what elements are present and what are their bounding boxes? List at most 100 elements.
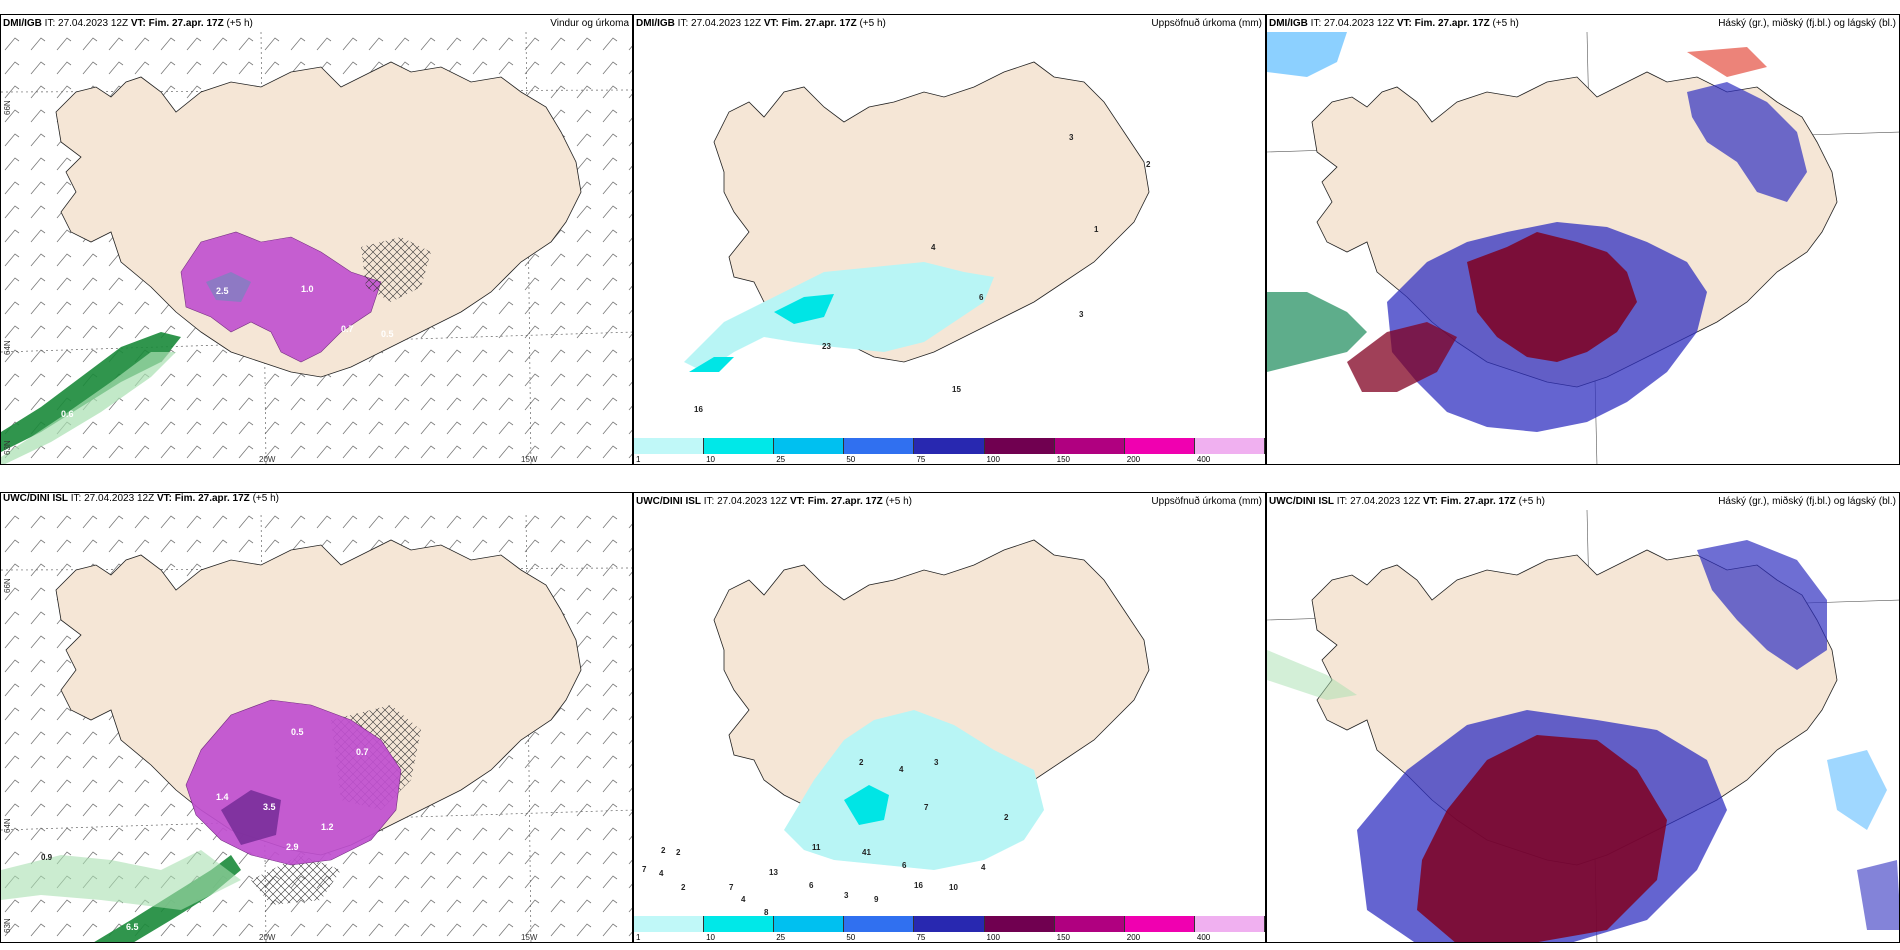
precip-value: 16 [694, 405, 703, 414]
colorbar-tick-label: 400 [1196, 455, 1211, 464]
precip-value: 4 [981, 863, 986, 872]
colorbar-tick-label: 200 [1126, 455, 1141, 464]
value-label: 0.7 [341, 324, 354, 334]
colorbar-segment [984, 916, 1055, 932]
panel-header: DMI/IGB IT: 27.04.2023 12Z VT: Fim. 27.a… [634, 15, 1265, 32]
colorbar-segment [1194, 438, 1265, 454]
precip-green-band [1, 332, 181, 452]
colorbar-segment [634, 438, 705, 454]
panel-title: Uppsöfnuð úrkoma (mm) [1151, 496, 1262, 507]
valid-time: VT: Fim. 27.apr. 17Z [130, 18, 224, 29]
lon-label: 20W [259, 455, 276, 464]
value-label: 6.5 [126, 922, 139, 932]
precip-value: 6 [979, 293, 984, 302]
value-label: 1.2 [321, 822, 334, 832]
colorbar-segment [984, 438, 1055, 454]
value-label: 3.5 [263, 802, 276, 812]
accum-precip-map: 3 2 1 4 6 3 23 15 16 [684, 61, 1151, 414]
precip-value: 16 [914, 881, 923, 890]
value-label: 2.9 [286, 842, 299, 852]
colorbar-segment [774, 438, 845, 454]
colorbar-tick-label: 50 [846, 933, 856, 942]
colorbar-segment [914, 438, 985, 454]
colorbar-tick-label: 25 [776, 455, 786, 464]
low-cloud-area [1267, 292, 1367, 372]
valid-time: VT: Fim. 27.apr. 17Z [763, 18, 857, 29]
precip-mid-area [844, 785, 889, 825]
precip-value: 2 [859, 758, 864, 767]
init-time: IT: 27.04.2023 12Z [1336, 496, 1421, 507]
precip-value: 3 [934, 758, 939, 767]
high-cloud-north [1687, 82, 1807, 202]
lat-label: 63N [3, 918, 12, 933]
panel-bottom-right-clouds: UWC/DINI ISL IT: 27.04.2023 12Z VT: Fim.… [1266, 492, 1900, 943]
colorbar-segment [1054, 438, 1125, 454]
colorbar-tick-label: 10 [706, 455, 716, 464]
colorbar-tick-label: 100 [986, 933, 1000, 942]
precip-value: 41 [862, 848, 871, 857]
colorbar-segment [634, 916, 705, 932]
lead-time: (+5 h) [1518, 496, 1545, 507]
precip-value: 7 [642, 865, 647, 874]
precip-purple-core [206, 272, 251, 302]
precip-light-area [684, 262, 994, 372]
colorbar-tick-label: 200 [1126, 933, 1141, 942]
lead-time: (+5 h) [885, 496, 912, 507]
colorbar-segment [1194, 916, 1265, 932]
hatched-area [361, 237, 431, 302]
precip-mid-area [774, 294, 834, 324]
panel-title: Uppsöfnuð úrkoma (mm) [1151, 18, 1262, 29]
lon-label: 20W [259, 933, 276, 942]
precip-value: 2 [1004, 813, 1009, 822]
init-time: IT: 27.04.2023 12Z [677, 18, 762, 29]
precip-value: 7 [729, 883, 734, 892]
colorbar-tick-label: 50 [846, 455, 856, 464]
cloud-cover-map [1267, 32, 1899, 464]
colorbar-tick-label: 400 [1196, 933, 1211, 942]
precip-value: 4 [899, 765, 904, 774]
panel-header: DMI/IGB IT: 27.04.2023 12Z VT: Fim. 27.a… [1, 15, 632, 32]
value-label: 1.0 [301, 284, 314, 294]
precip-value: 15 [952, 385, 961, 394]
valid-time: VT: Fim. 27.apr. 17Z [1422, 496, 1516, 507]
precip-value: 2 [676, 848, 681, 857]
panel-header: UWC/DINI ISL IT: 27.04.2023 12Z VT: Fim.… [634, 493, 1265, 510]
init-time: IT: 27.04.2023 12Z [703, 496, 788, 507]
mid-cloud-area [1417, 735, 1667, 942]
value-label: 0.6 [61, 409, 74, 419]
colorbar-tick-label: 150 [1056, 455, 1071, 464]
colorbar-segment [1124, 438, 1195, 454]
cloud-cover-map [1267, 510, 1899, 942]
colorbar-segment [914, 916, 985, 932]
lon-label: 15W [521, 455, 538, 464]
colorbar-tick-label: 1 [636, 933, 641, 942]
panel-bottom-left-wind-precip: UWC/DINI ISL IT: 27.04.2023 12Z VT: Fim.… [0, 492, 633, 943]
colorbar-tick-label: 75 [916, 455, 926, 464]
precip-value: 4 [659, 869, 664, 878]
lat-label: 64N [3, 340, 12, 355]
value-label: 0.7 [356, 747, 369, 757]
precip-value: 4 [931, 243, 936, 252]
model-name: UWC/DINI ISL [636, 496, 701, 507]
iceland-land [55, 539, 582, 856]
colorbar-tick-label: 75 [916, 933, 926, 942]
precip-value: 4 [741, 895, 746, 904]
colorbar-tick-label: 100 [986, 455, 1000, 464]
precip-value: 10 [949, 883, 958, 892]
hatched-area [251, 855, 341, 905]
value-label: 0.5 [381, 329, 394, 339]
high-cloud-north [1697, 540, 1827, 670]
value-label: 1.4 [216, 792, 229, 802]
precip-colorbar: 1 10 25 50 75 100 150 200 400 [634, 438, 1265, 464]
precip-value: 2 [661, 846, 666, 855]
value-label: 0.5 [291, 727, 304, 737]
accum-precip-map: 2 4 3 7 2 11 41 6 16 10 13 7 4 6 3 9 2 8… [642, 539, 1150, 917]
panel-header: UWC/DINI ISL IT: 27.04.2023 12Z VT: Fim.… [1, 493, 632, 515]
lat-label: 64N [3, 818, 12, 833]
precip-purple-area [180, 231, 382, 363]
colorbar-tick-label: 25 [776, 933, 786, 942]
colorbar-segment [704, 438, 775, 454]
lon-label: 15W [521, 933, 538, 942]
colorbar-segment [1124, 916, 1195, 932]
lead-time-wrap: h) [270, 493, 279, 504]
